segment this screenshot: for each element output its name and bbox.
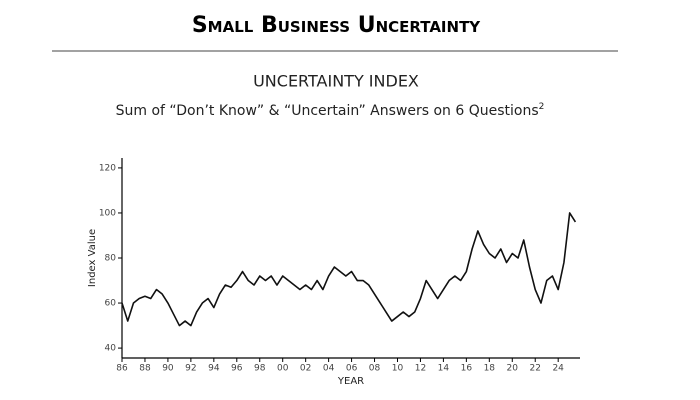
x-tick-label: 18 [484, 364, 496, 374]
x-tick-label: 02 [300, 364, 311, 374]
x-tick-label: 12 [415, 364, 426, 374]
x-tick-label: 20 [507, 364, 519, 374]
index-line [121, 212, 577, 327]
x-tick-label: 14 [438, 364, 450, 374]
y-axis-label: Index Value [87, 229, 98, 287]
y-tick-label: 40 [105, 344, 117, 354]
x-tick-label: 24 [552, 364, 564, 374]
x-tick-label: 06 [346, 364, 358, 374]
x-tick-label: 94 [208, 364, 220, 374]
x-tick-label: 86 [116, 364, 128, 374]
y-tick-label: 60 [105, 299, 117, 309]
x-tick-label: 04 [323, 364, 335, 374]
x-tick-label: 90 [162, 364, 174, 374]
y-tick-label: 100 [99, 208, 116, 218]
x-tick-label: 92 [185, 364, 196, 374]
y-tick-label: 80 [105, 254, 117, 264]
x-tick-label: 96 [231, 364, 243, 374]
x-tick-label: 22 [530, 364, 541, 374]
chart-subtitle: Sum of “Don’t Know” & “Uncertain” Answer… [116, 102, 545, 120]
y-tick-label: 120 [99, 163, 116, 173]
x-tick-label: 10 [392, 364, 404, 374]
x-tick-label: 00 [277, 364, 289, 374]
subtitle-text: Sum of “Don’t Know” & “Uncertain” Answer… [116, 103, 539, 119]
x-axis-label: YEAR [337, 376, 364, 387]
x-tick-label: 16 [461, 364, 473, 374]
page-title: Small Business Uncertainty [192, 13, 481, 38]
x-tick-label: 08 [369, 364, 381, 374]
x-tick-label: 88 [139, 364, 151, 374]
x-tick-label: 98 [254, 364, 266, 374]
chart-title: UNCERTAINTY INDEX [253, 72, 419, 91]
footnote-marker: 2 [539, 102, 545, 112]
